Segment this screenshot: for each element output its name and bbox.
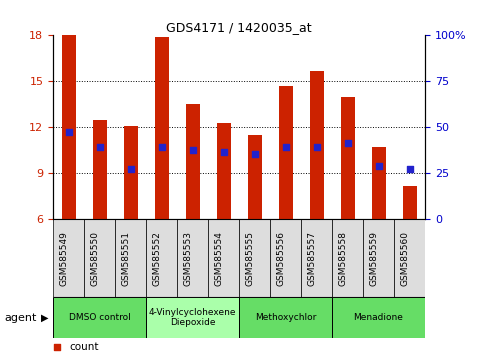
Bar — [208, 219, 239, 297]
Bar — [371, 147, 385, 219]
Bar — [53, 219, 84, 297]
Text: Methoxychlor: Methoxychlor — [255, 313, 316, 322]
Bar — [270, 219, 301, 297]
Text: ▶: ▶ — [41, 313, 49, 323]
Bar — [363, 219, 394, 297]
Point — [251, 151, 258, 156]
Bar — [93, 120, 107, 219]
Text: GSM585560: GSM585560 — [400, 231, 410, 286]
Point — [375, 163, 383, 169]
Bar — [341, 97, 355, 219]
Text: GSM585559: GSM585559 — [369, 231, 379, 286]
Text: GSM585553: GSM585553 — [184, 231, 193, 286]
Point — [282, 144, 289, 150]
Bar — [332, 219, 363, 297]
Bar — [279, 86, 293, 219]
Bar — [146, 297, 239, 338]
Bar — [394, 219, 425, 297]
Bar — [185, 104, 199, 219]
Bar — [332, 297, 425, 338]
Point — [406, 166, 413, 172]
Text: GSM585557: GSM585557 — [308, 231, 316, 286]
Bar — [115, 219, 146, 297]
Point — [189, 148, 197, 153]
Point — [158, 144, 166, 150]
Point — [313, 144, 320, 150]
Bar — [84, 219, 115, 297]
Bar — [124, 126, 138, 219]
Point — [96, 144, 103, 150]
Title: GDS4171 / 1420035_at: GDS4171 / 1420035_at — [166, 21, 312, 34]
Text: count: count — [70, 342, 99, 352]
Text: agent: agent — [5, 313, 37, 323]
Bar — [53, 297, 146, 338]
Text: GSM585550: GSM585550 — [91, 231, 99, 286]
Text: GSM585551: GSM585551 — [122, 231, 130, 286]
Bar — [239, 219, 270, 297]
Text: 4-Vinylcyclohexene
Diepoxide: 4-Vinylcyclohexene Diepoxide — [149, 308, 236, 327]
Text: GSM585556: GSM585556 — [277, 231, 285, 286]
Point — [65, 129, 72, 135]
Text: GSM585554: GSM585554 — [214, 231, 224, 286]
Point — [127, 166, 134, 172]
Bar — [62, 35, 76, 219]
Bar — [239, 297, 332, 338]
Bar — [402, 186, 416, 219]
Bar — [146, 219, 177, 297]
Bar — [177, 219, 208, 297]
Text: DMSO control: DMSO control — [69, 313, 130, 322]
Text: GSM585555: GSM585555 — [245, 231, 255, 286]
Bar — [301, 219, 332, 297]
Point — [344, 140, 352, 145]
Text: GSM585558: GSM585558 — [339, 231, 348, 286]
Text: Menadione: Menadione — [354, 313, 403, 322]
Bar — [216, 123, 230, 219]
Text: GSM585552: GSM585552 — [153, 231, 162, 286]
Bar — [248, 135, 262, 219]
Point — [53, 344, 61, 350]
Text: GSM585549: GSM585549 — [59, 231, 69, 286]
Point — [220, 149, 227, 155]
Bar — [310, 71, 324, 219]
Bar — [155, 37, 169, 219]
